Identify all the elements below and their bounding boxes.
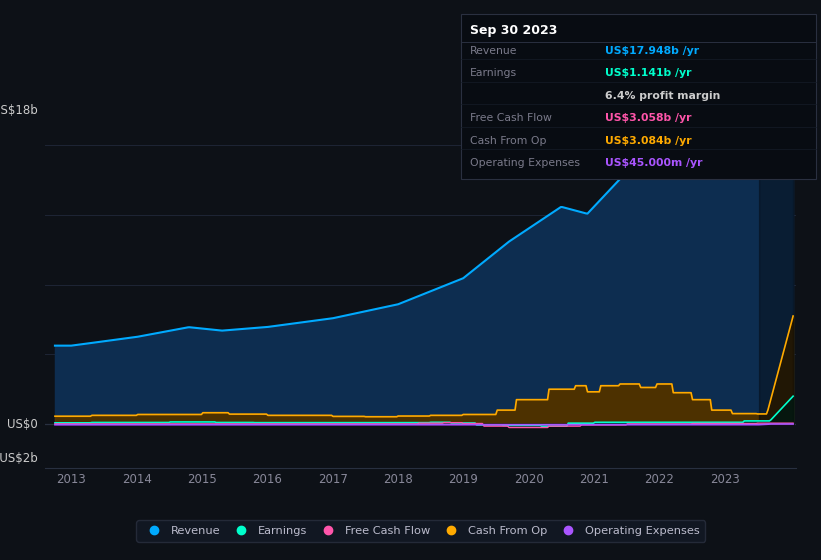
Text: 6.4% profit margin: 6.4% profit margin [605, 91, 721, 101]
Text: US$0: US$0 [7, 418, 38, 431]
Text: Sep 30 2023: Sep 30 2023 [470, 24, 557, 38]
Text: -US$2b: -US$2b [0, 452, 38, 465]
Legend: Revenue, Earnings, Free Cash Flow, Cash From Op, Operating Expenses: Revenue, Earnings, Free Cash Flow, Cash … [136, 520, 705, 542]
Text: US$1.141b /yr: US$1.141b /yr [605, 68, 691, 78]
Text: Cash From Op: Cash From Op [470, 136, 546, 146]
Text: US$18b: US$18b [0, 104, 38, 117]
Text: US$17.948b /yr: US$17.948b /yr [605, 46, 699, 56]
Text: Operating Expenses: Operating Expenses [470, 158, 580, 168]
Text: Free Cash Flow: Free Cash Flow [470, 113, 552, 123]
Point [787, 45, 800, 54]
Text: Earnings: Earnings [470, 68, 516, 78]
Text: US$3.084b /yr: US$3.084b /yr [605, 136, 692, 146]
Text: US$45.000m /yr: US$45.000m /yr [605, 158, 703, 168]
Text: US$3.058b /yr: US$3.058b /yr [605, 113, 691, 123]
Text: Revenue: Revenue [470, 46, 517, 56]
